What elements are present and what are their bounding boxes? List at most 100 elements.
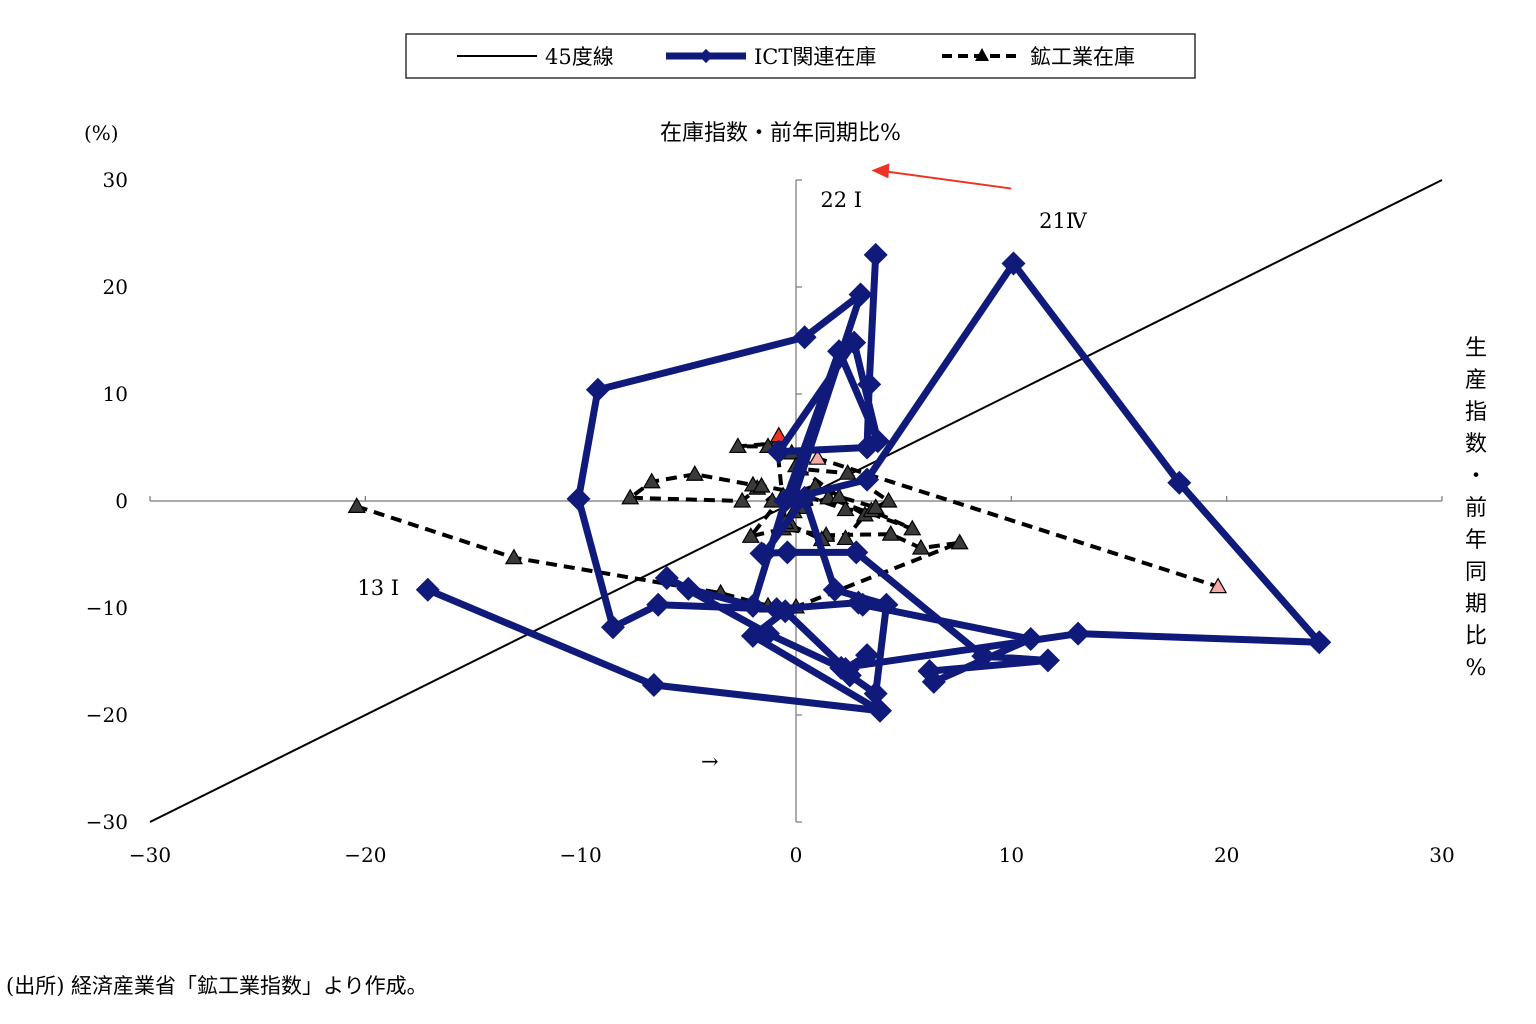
ict-point [855,467,880,492]
ict-point [773,489,798,513]
ict-point [740,593,765,618]
ict-point [566,486,591,511]
trend-arrow-head [871,163,890,179]
mining-point [838,463,857,480]
trend-arrow-shaft [885,170,1012,190]
mining-point [881,524,900,541]
mining-point [866,498,885,515]
x-tick-label: −30 [129,843,171,867]
mining-point [836,500,855,517]
mining-point [728,437,747,454]
x-axis-title-char: 比 [1465,624,1487,649]
ict-point [1035,648,1060,673]
ict-point [654,566,679,591]
mining-point [808,448,827,465]
legend-box [405,33,1196,79]
ict-point [756,621,781,646]
mining-point [903,519,922,536]
x-axis-title-char: 指 [1465,400,1487,425]
x-axis-title-char: 数 [1465,432,1487,457]
x-axis-title-char: 前 [1465,496,1487,521]
ict-point [863,681,888,706]
ict-point [792,325,817,350]
x-tick-label: −10 [560,843,602,867]
annotation-label: 13 I [357,576,399,600]
ict-point [829,655,854,680]
y-axis-title: 在庫指数・前年同期比% [660,121,901,146]
mining-point [685,465,704,481]
y-tick-label: −30 [86,810,128,834]
legend-ict-marker [698,48,714,64]
ict-point [863,242,888,267]
ict-point [415,577,440,602]
legend-mining-label: 鉱工業在庫 [1030,45,1135,69]
mining-point [642,472,661,489]
mining-point [911,538,930,555]
ict-point [921,669,946,694]
ict-point [766,439,791,464]
ict-point [855,643,880,668]
ict-point [676,576,701,601]
y-tick-label: 10 [103,382,128,406]
ict-point [1001,251,1026,276]
ict-point [641,673,666,698]
x-tick-label: 20 [1214,843,1239,867]
y-tick-label: 0 [115,489,128,513]
x-axis-title-char: 生 [1465,336,1487,361]
mining-point [621,488,640,505]
ict-point [822,577,847,602]
ict-point [874,592,899,617]
ict-point [764,597,789,622]
y-tick-label: −20 [86,703,128,727]
mining-point [830,487,849,504]
tick-labels: −30 −20 −10 0 10 20 30 −30 −20 −10 0 10 20 30 [86,168,1455,867]
legend-ict-label: ICT関連在庫 [754,45,876,69]
ict-point [857,372,882,397]
annotation-label: 21Ⅳ [1039,209,1088,233]
mining-point [879,491,898,508]
annotation-label: 22 I [820,188,862,212]
ict-point [646,592,671,617]
x-tick-label: −20 [344,843,386,867]
mining-point [741,527,760,543]
legend: 45度線 ICT関連在庫 鉱工業在庫 [405,33,1196,79]
x-axis-title-char: 期 [1465,592,1487,617]
legend-mining-marker [975,48,989,61]
ict-point [846,590,871,615]
y-tick-label: −10 [86,596,128,620]
x-axis-title-char: ・ [1465,464,1487,489]
ict-point [775,540,800,565]
ict-point [867,698,892,723]
mining-point [347,497,366,513]
source-note: (出所) 経済産業省「鉱工業指数」より作成。 [6,974,428,998]
mining-point [733,491,752,508]
x-axis-title-char: 同 [1465,560,1487,585]
ict-point [971,644,996,669]
annotation-label: → [701,750,719,774]
mining-point [504,548,523,565]
ict-point [749,541,774,566]
mining-point [752,476,771,493]
x-axis-title-char: % [1466,656,1487,681]
y-tick-label: 20 [103,275,128,299]
mining-point [950,533,969,550]
x-axis-title-char: 産 [1465,368,1487,393]
mining-point [836,529,855,546]
ict-point [740,623,765,648]
ict-point [600,615,625,640]
ict-point [855,435,880,460]
ict-point [842,330,867,355]
ict-point [1307,630,1332,655]
y-tick-label: 30 [103,168,128,192]
ict-point [585,377,610,402]
series-ict-inventory [415,242,1332,723]
ict-point [1167,470,1192,495]
x-tick-label: 10 [999,843,1024,867]
mining-point [1209,577,1228,594]
x-axis-title: 生産指数・前年同期比% [1465,336,1487,681]
x-tick-label: 0 [790,843,803,867]
ict-point [1066,621,1091,646]
unit-label: (%) [84,121,119,145]
ict-point [844,540,869,565]
